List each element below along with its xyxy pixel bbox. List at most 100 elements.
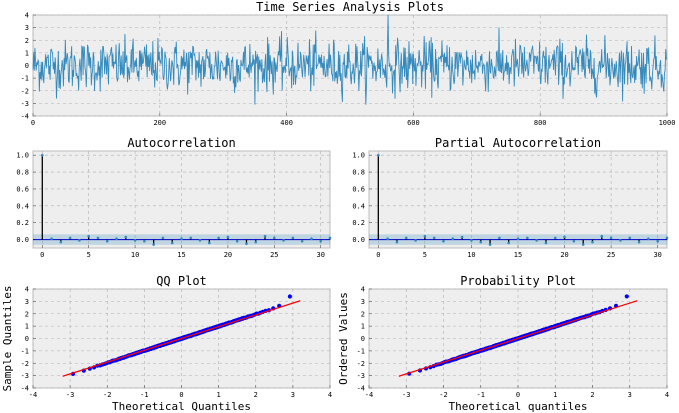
pacf-marker-27: [628, 236, 632, 240]
prob-ytick-label-3: -1: [357, 347, 365, 355]
acf-marker-21: [235, 239, 239, 243]
pacf-xtick-label-6: 30: [653, 251, 661, 259]
pacf-ytick-label-2: 0.4: [352, 202, 365, 210]
pacf-ytick-label-4: 0.8: [352, 169, 365, 177]
acf-marker-3: [68, 236, 72, 240]
acf-marker-6: [96, 236, 100, 240]
ts-xtick-label-0: 0: [31, 119, 35, 127]
pacf-marker-14: [507, 241, 510, 245]
qq-ytick-label-8: 4: [25, 286, 29, 294]
pacf-marker-15: [516, 237, 520, 241]
prob-fit-line: [398, 300, 638, 377]
prob-xtick-label-2: -2: [439, 391, 447, 399]
prob-ytick-label-6: 2: [361, 310, 365, 318]
pacf-xtick-label-5: 25: [607, 251, 615, 259]
acf-xtick-label-1: 5: [87, 251, 91, 259]
acf-marker-1: [50, 237, 53, 241]
acf-xtick-label-0: 0: [40, 251, 44, 259]
pacf-marker-10: [470, 239, 473, 242]
pacf-ytick-label-3: 0.6: [352, 185, 365, 193]
pacf-marker-17: [535, 239, 538, 242]
acf-marker-2: [59, 240, 63, 244]
pacf-marker-31: [665, 236, 669, 240]
pacf-marker-6: [432, 236, 436, 240]
pacf-xtick-label-3: 15: [514, 251, 522, 259]
pacf-marker-5: [423, 234, 427, 238]
qq-title: QQ Plot: [156, 274, 207, 288]
pacf-marker-0: [377, 153, 380, 157]
acf-marker-0: [40, 153, 44, 157]
pacf-marker-19: [553, 236, 557, 240]
qq-ytick-label-6: 2: [25, 310, 29, 318]
acf-marker-28: [300, 239, 304, 243]
prob-xtick-label-8: 4: [665, 391, 669, 399]
pacf-axes: 0 5 10 15 20 25 30 0.0 0.2 0.4 0.6 0.8 1.0 Partial Au…: [352, 136, 669, 259]
pacf-marker-28: [637, 240, 641, 244]
pacf-marker-18: [544, 241, 548, 245]
qq-xtick-label-7: 3: [291, 391, 295, 399]
acf-xtick-label-6: 30: [317, 251, 325, 259]
qq-xtick-label-5: 1: [217, 391, 221, 399]
acf-ytick-label-1: 0.2: [16, 219, 29, 227]
qq-point-399: [287, 294, 293, 299]
ts-ytick-label-2: -2: [21, 87, 29, 95]
ts-xtick-label-3: 600: [407, 119, 420, 127]
pacf-marker-21: [572, 239, 576, 243]
pacf-marker-8: [451, 237, 455, 241]
prob-ylabel: Ordered Values: [337, 292, 350, 385]
ts-xtick-label-5: 1000: [659, 119, 676, 127]
pacf-marker-30: [656, 239, 659, 243]
pacf-marker-23: [591, 240, 594, 244]
qq-xtick-label-8: 4: [328, 391, 332, 399]
acf-marker-26: [282, 239, 285, 242]
qq-ytick-label-4: 0: [25, 335, 29, 343]
ts-ytick-label-7: 3: [25, 24, 29, 32]
acf-ytick-label-2: 0.4: [16, 202, 29, 210]
prob-point-399: [624, 294, 629, 299]
ts-ytick-label-1: -3: [21, 100, 29, 108]
qq-ytick-label-2: -2: [21, 360, 29, 368]
pacf-marker-25: [609, 236, 613, 240]
qq-fit-line: [62, 300, 301, 377]
pacf-marker-26: [619, 239, 622, 242]
ts-xtick-label-2: 400: [280, 119, 293, 127]
acf-marker-12: [152, 243, 155, 246]
ts-ytick-label-3: -1: [21, 75, 29, 83]
pacf-title: Partial Autocorrelation: [435, 136, 601, 150]
acf-marker-23: [254, 240, 258, 244]
pacf-ytick-label-0: 0.0: [352, 236, 365, 244]
ts-xtick-label-1: 200: [153, 119, 166, 127]
acf-marker-16: [189, 236, 193, 240]
pacf-ytick-label-5: 1.0: [352, 152, 365, 160]
acf-xtick-label-4: 20: [224, 251, 232, 259]
pacf-marker-20: [563, 235, 566, 239]
ts-ytick-label-8: 4: [25, 12, 29, 20]
prob-ytick-label-5: 1: [361, 323, 365, 331]
acf-marker-5: [87, 234, 90, 238]
acf-marker-20: [226, 235, 230, 239]
ts-ytick-label-4: 0: [25, 62, 29, 70]
pacf-marker-11: [479, 240, 483, 244]
acf-marker-22: [245, 242, 248, 246]
acf-marker-17: [198, 239, 202, 242]
acf-xtick-label-2: 10: [131, 251, 139, 259]
prob-ytick-label-1: -3: [357, 372, 365, 380]
acf-marker-4: [78, 239, 81, 242]
acf-title: Autocorrelation: [127, 136, 235, 150]
pacf-xtick-label-0: 0: [376, 251, 380, 259]
prob-ytick-label-4: 0: [361, 335, 365, 343]
acf-marker-11: [143, 239, 146, 243]
prob-ytick-label-8: 4: [361, 286, 365, 294]
qq-ytick-label-1: -3: [21, 372, 29, 380]
ts-series-line: [32, 14, 667, 105]
acf-marker-18: [208, 241, 211, 245]
prob-ytick-label-7: 3: [361, 298, 365, 306]
pacf-ytick-label-1: 0.2: [352, 219, 365, 227]
qq-xlabel: Theoretical Quantiles: [112, 400, 251, 413]
prob-xlabel: Theoretical quantiles: [448, 400, 587, 413]
ts-ytick-label-0: -4: [21, 113, 29, 121]
acf-marker-15: [180, 237, 183, 241]
pacf-marker-12: [488, 243, 492, 246]
acf-marker-24: [263, 234, 267, 238]
